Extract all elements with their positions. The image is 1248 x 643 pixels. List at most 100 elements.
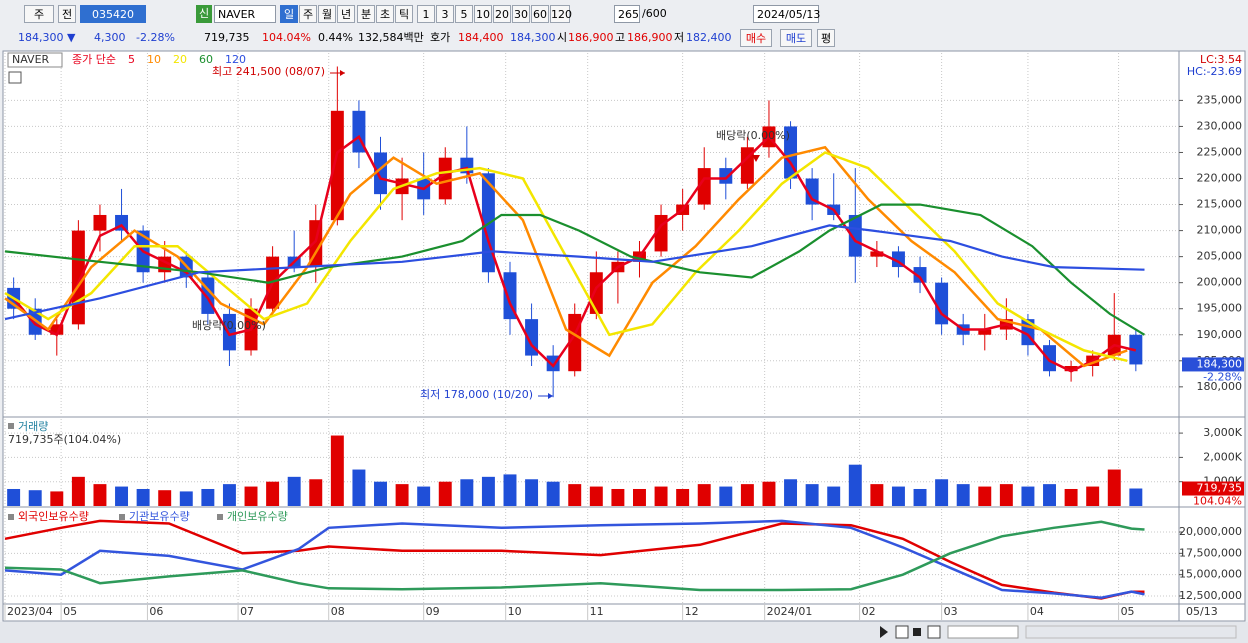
toolbar-item: 시 [557,31,568,44]
volume-bar [978,486,992,506]
toolbar-item[interactable]: 60 [531,5,549,23]
toolbar-item[interactable]: 분 [357,5,375,23]
legend-entry: 120 [225,53,246,66]
candle-body [870,251,884,257]
volume-bar [71,476,85,506]
volume-bar [719,486,733,506]
candle-body [71,230,85,325]
toolbar-item: 호가 [430,31,451,44]
volume-bar [115,486,129,506]
volume-bar [1129,488,1143,506]
x-tick-label: 2024/01 [767,605,813,618]
holding-line [4,519,1145,599]
x-tick-label: 09 [426,605,440,618]
volume-bar [201,488,215,506]
tool-icons[interactable] [1025,625,1237,639]
legend-entry: 개인보유수량 [227,510,288,523]
toolbar-item[interactable]: 주 [299,5,317,23]
volume-bar [222,484,236,506]
toolbar-item[interactable]: 2024/05/13 [753,5,820,23]
zoom-slider[interactable] [947,625,1019,639]
volume-bar [568,484,582,506]
volume-bar [805,484,819,506]
nav-icon[interactable] [895,625,909,639]
table-icon[interactable] [8,71,22,84]
volume-bar [244,486,258,506]
toolbar-item[interactable]: 월 [318,5,336,23]
volume-bar [352,469,366,506]
toolbar-item: 184,400 [458,31,504,44]
toolbar-item[interactable]: 1 [417,5,435,23]
candle-body [93,214,107,231]
volume-bar [93,484,107,506]
legend-entry: 20 [173,53,187,66]
last-change-label: -2.28% [1203,370,1242,383]
ex-dividend-marker [752,155,760,162]
nav-icon[interactable] [927,625,941,639]
x-tick-label: 06 [149,605,163,618]
legend-square [119,514,125,520]
volume-bar [740,484,754,506]
toolbar-item: 186,900 [568,31,614,44]
volume-bar [525,479,539,506]
last-value-badge [1182,481,1244,496]
toolbar-item[interactable]: 120 [550,5,572,23]
x-tick-label: 08 [331,605,345,618]
toolbar-item[interactable]: 20 [493,5,511,23]
toolbar-item[interactable]: 30 [512,5,530,23]
volume-bar [266,481,280,506]
toolbar-item[interactable]: 매도 [780,29,812,47]
candle-body [222,313,236,351]
toolbar-item: 104.04% [262,31,311,44]
volume-bar [697,484,711,506]
toolbar-item: 184,300 [510,31,556,44]
toolbar-item[interactable]: 5 [455,5,473,23]
volume-bar [7,488,21,506]
toolbar-item[interactable]: 265 [614,5,640,23]
toolbar-item[interactable]: 평 [817,29,835,47]
legend-entry: 60 [199,53,213,66]
toolbar-item[interactable]: NAVER [214,5,276,23]
candle-body [740,147,754,184]
toolbar-item[interactable]: 신 [196,5,212,23]
legend-label: 종가 단순 [72,53,116,66]
toolbar-item[interactable]: 3 [436,5,454,23]
play-icon[interactable] [880,626,888,638]
toolbar-item: 132,584백만 [358,31,424,44]
volume-bar [417,486,431,506]
toolbar-item[interactable]: 주 [24,5,54,23]
volume-bar [179,491,193,506]
volume-bar [935,479,949,506]
volume-bar [546,481,560,506]
toolbar-item[interactable]: 일 [280,5,298,23]
toolbar-item[interactable]: 매수 [740,29,772,47]
stop-icon[interactable] [913,628,921,636]
volume-bar [891,486,905,506]
toolbar-item[interactable]: 10 [474,5,492,23]
toolbar-item[interactable]: 틱 [395,5,413,23]
volume-bar [1107,469,1121,506]
y-tick-label: 220,000 [1197,172,1243,185]
volume-bar [503,474,517,506]
toolbar-item[interactable]: 전 [58,5,76,23]
candle-body [50,324,64,335]
moving-average-line [4,224,1145,321]
y-tick-label: 215,000 [1197,198,1243,211]
x-tick-label: 12 [685,605,699,618]
volume-bar [913,488,927,506]
toolbar-item[interactable]: 년 [337,5,355,23]
toolbar-item: -2.28% [136,31,175,44]
y-tick-label: 17,500,000 [1179,546,1242,559]
annotation: 최저 178,000 (10/20) [420,388,533,401]
volume-bar [762,481,776,506]
volume-bar [676,488,690,506]
toolbar-item[interactable]: 초 [376,5,394,23]
y-tick-label: 195,000 [1197,302,1243,315]
volume-bar [395,484,409,506]
toolbar-item: 186,900 [627,31,673,44]
corner-label: HC:-23.69 [1187,65,1242,78]
candle-body [1043,345,1056,372]
y-tick-label: 225,000 [1197,145,1243,158]
toolbar-item[interactable]: 035420 [80,5,146,23]
